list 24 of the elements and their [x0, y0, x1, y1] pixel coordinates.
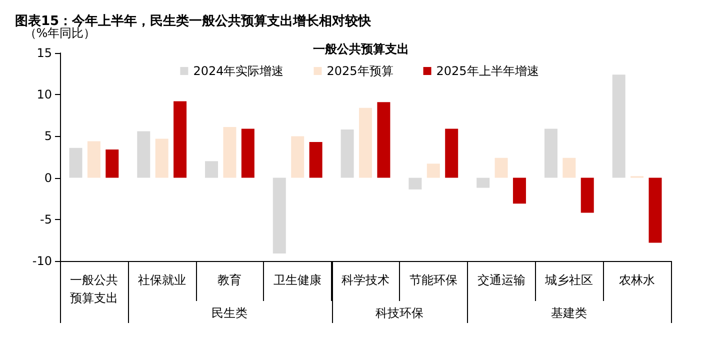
x-tick-label: 城乡社区: [544, 273, 594, 287]
text: 基建类: [550, 305, 588, 322]
y-tick-label: 15: [36, 46, 52, 60]
chart-title: 图表15：今年上半年，民生类一般公共预算支出增长相对较快: [15, 13, 372, 29]
x-tick-label: 科学技术: [342, 273, 390, 287]
legend-label: 2024年实际增速: [193, 64, 284, 78]
text: 科技环保: [374, 305, 424, 322]
x-tick-label: 交通运输: [477, 273, 526, 287]
x-tick-label: 卫生健康: [274, 273, 322, 287]
y-axis-title: （%年同比）: [24, 26, 96, 40]
x-tick-label: 教育: [218, 273, 242, 287]
y-tick-label: 10: [36, 88, 52, 102]
x-tick-label: 节能环保: [409, 273, 458, 287]
chart-subtitle: 一般公共预算支出: [313, 42, 409, 56]
legend-label: 2025年预算: [326, 64, 394, 78]
x-tick-label: 社保就业: [138, 273, 186, 287]
y-tick-label: 5: [44, 129, 52, 144]
y-tick-label: 0: [44, 170, 52, 185]
x-tick-label: 农林水: [619, 273, 656, 287]
x-tick-label: 一般公共预算支出: [70, 273, 118, 305]
y-tick-label: -10: [32, 254, 52, 268]
text: 民生类: [210, 305, 249, 322]
legend-label: 2025年上半年增速: [436, 64, 539, 78]
y-tick-label: -5: [40, 212, 52, 226]
